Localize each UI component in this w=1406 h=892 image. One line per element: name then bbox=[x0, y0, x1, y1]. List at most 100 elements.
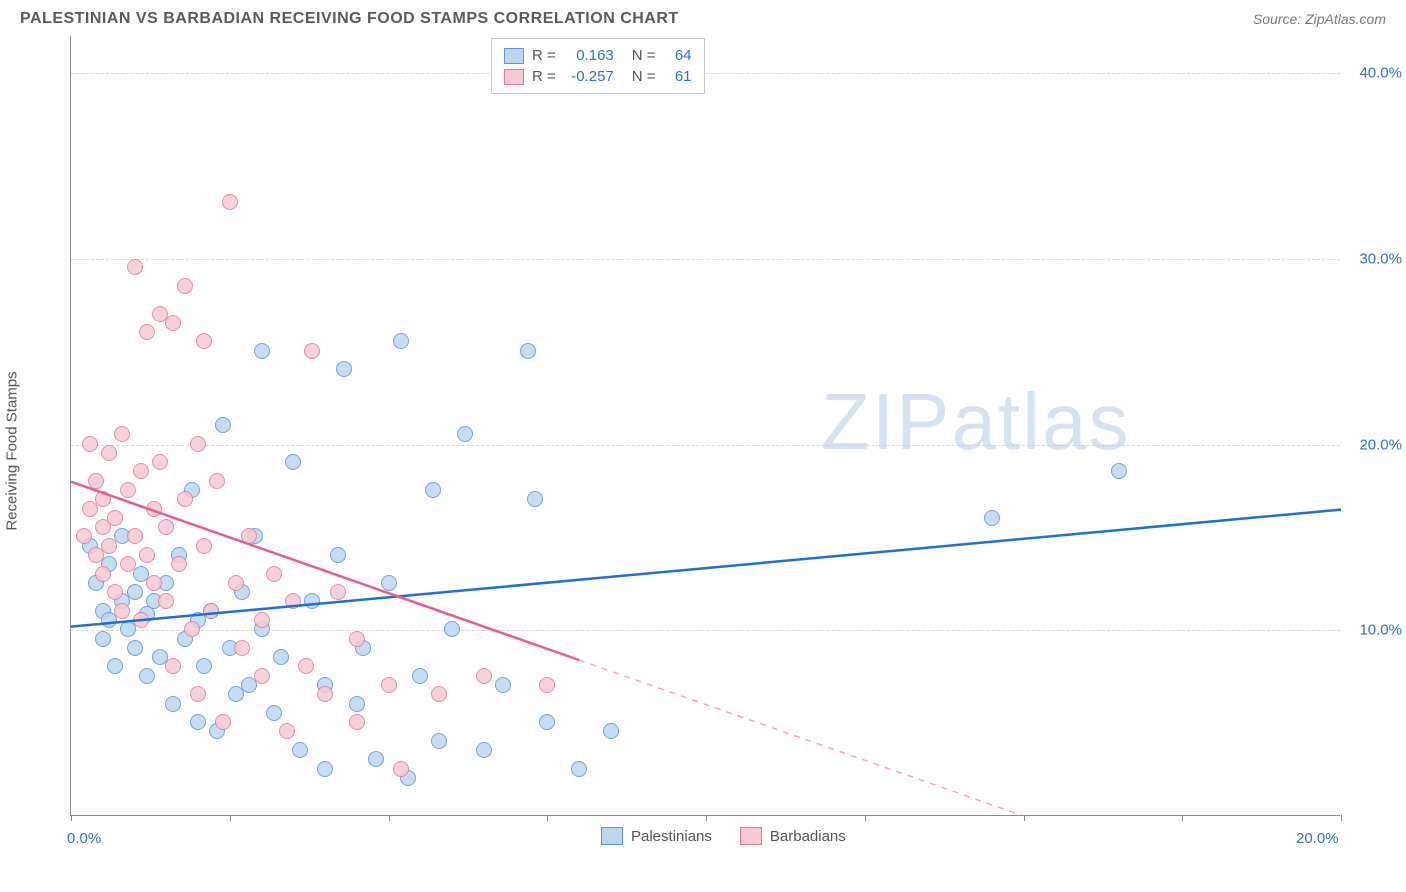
watermark: ZIPatlas bbox=[821, 376, 1130, 468]
scatter-point bbox=[171, 556, 187, 572]
scatter-point bbox=[393, 333, 409, 349]
scatter-point bbox=[279, 723, 295, 739]
scatter-point bbox=[431, 686, 447, 702]
gridline bbox=[71, 259, 1340, 260]
scatter-point bbox=[984, 510, 1000, 526]
scatter-point bbox=[215, 417, 231, 433]
scatter-point bbox=[95, 631, 111, 647]
x-tick-label: 0.0% bbox=[67, 830, 101, 847]
scatter-point bbox=[539, 714, 555, 730]
scatter-point bbox=[603, 723, 619, 739]
stats-n-value: 64 bbox=[664, 47, 692, 64]
scatter-point bbox=[146, 501, 162, 517]
x-tick bbox=[706, 815, 707, 821]
x-tick bbox=[71, 815, 72, 821]
stats-swatch bbox=[504, 69, 524, 85]
plot-area: 10.0%20.0%30.0%40.0%0.0%20.0%ZIPatlasR =… bbox=[70, 36, 1340, 816]
scatter-point bbox=[127, 259, 143, 275]
scatter-point bbox=[101, 445, 117, 461]
scatter-point bbox=[209, 473, 225, 489]
scatter-point bbox=[184, 621, 200, 637]
stats-r-label: R = bbox=[532, 68, 556, 85]
scatter-point bbox=[165, 658, 181, 674]
scatter-point bbox=[190, 436, 206, 452]
scatter-point bbox=[139, 668, 155, 684]
scatter-point bbox=[88, 473, 104, 489]
scatter-point bbox=[1111, 463, 1127, 479]
scatter-point bbox=[539, 677, 555, 693]
gridline bbox=[71, 445, 1340, 446]
scatter-point bbox=[266, 705, 282, 721]
scatter-point bbox=[254, 668, 270, 684]
scatter-point bbox=[228, 575, 244, 591]
chart-container: Receiving Food Stamps 10.0%20.0%30.0%40.… bbox=[20, 36, 1386, 866]
scatter-point bbox=[82, 436, 98, 452]
scatter-point bbox=[190, 714, 206, 730]
stats-n-label: N = bbox=[632, 68, 656, 85]
scatter-point bbox=[107, 584, 123, 600]
scatter-point bbox=[139, 547, 155, 563]
scatter-point bbox=[127, 584, 143, 600]
scatter-point bbox=[222, 194, 238, 210]
legend-swatch bbox=[601, 827, 623, 845]
scatter-point bbox=[107, 510, 123, 526]
scatter-point bbox=[76, 528, 92, 544]
scatter-point bbox=[234, 640, 250, 656]
stats-row: R =-0.257N =61 bbox=[504, 66, 692, 87]
scatter-point bbox=[120, 556, 136, 572]
scatter-point bbox=[158, 519, 174, 535]
legend-item: Barbadians bbox=[740, 827, 846, 845]
scatter-point bbox=[146, 575, 162, 591]
scatter-point bbox=[114, 426, 130, 442]
scatter-point bbox=[317, 686, 333, 702]
scatter-point bbox=[165, 315, 181, 331]
scatter-point bbox=[444, 621, 460, 637]
stats-n-label: N = bbox=[632, 47, 656, 64]
scatter-point bbox=[298, 658, 314, 674]
scatter-point bbox=[127, 528, 143, 544]
x-tick bbox=[865, 815, 866, 821]
stats-n-value: 61 bbox=[664, 68, 692, 85]
source-label: Source: ZipAtlas.com bbox=[1253, 11, 1386, 27]
legend-item: Palestinians bbox=[601, 827, 712, 845]
scatter-point bbox=[254, 612, 270, 628]
scatter-point bbox=[101, 538, 117, 554]
scatter-point bbox=[527, 491, 543, 507]
stats-swatch bbox=[504, 48, 524, 64]
x-tick bbox=[547, 815, 548, 821]
scatter-point bbox=[336, 361, 352, 377]
scatter-point bbox=[349, 696, 365, 712]
scatter-point bbox=[114, 603, 130, 619]
y-axis-label: Receiving Food Stamps bbox=[4, 371, 21, 530]
x-tick bbox=[1024, 815, 1025, 821]
stats-row: R =0.163N =64 bbox=[504, 45, 692, 66]
scatter-point bbox=[196, 538, 212, 554]
scatter-point bbox=[165, 696, 181, 712]
scatter-point bbox=[152, 454, 168, 470]
x-tick bbox=[389, 815, 390, 821]
scatter-point bbox=[203, 603, 219, 619]
scatter-point bbox=[285, 454, 301, 470]
scatter-point bbox=[476, 742, 492, 758]
legend-swatch bbox=[740, 827, 762, 845]
scatter-point bbox=[133, 463, 149, 479]
scatter-point bbox=[177, 491, 193, 507]
scatter-point bbox=[177, 278, 193, 294]
scatter-point bbox=[127, 640, 143, 656]
stats-box: R =0.163N =64R =-0.257N =61 bbox=[491, 38, 705, 94]
scatter-point bbox=[196, 333, 212, 349]
x-tick-label: 20.0% bbox=[1296, 830, 1339, 847]
scatter-point bbox=[425, 482, 441, 498]
x-tick bbox=[1182, 815, 1183, 821]
trend-lines bbox=[71, 36, 1341, 816]
scatter-point bbox=[273, 649, 289, 665]
y-tick-label: 40.0% bbox=[1359, 65, 1402, 82]
scatter-point bbox=[330, 584, 346, 600]
scatter-point bbox=[285, 593, 301, 609]
scatter-point bbox=[196, 658, 212, 674]
scatter-point bbox=[133, 612, 149, 628]
scatter-point bbox=[412, 668, 428, 684]
scatter-point bbox=[304, 593, 320, 609]
scatter-point bbox=[215, 714, 231, 730]
scatter-point bbox=[139, 324, 155, 340]
